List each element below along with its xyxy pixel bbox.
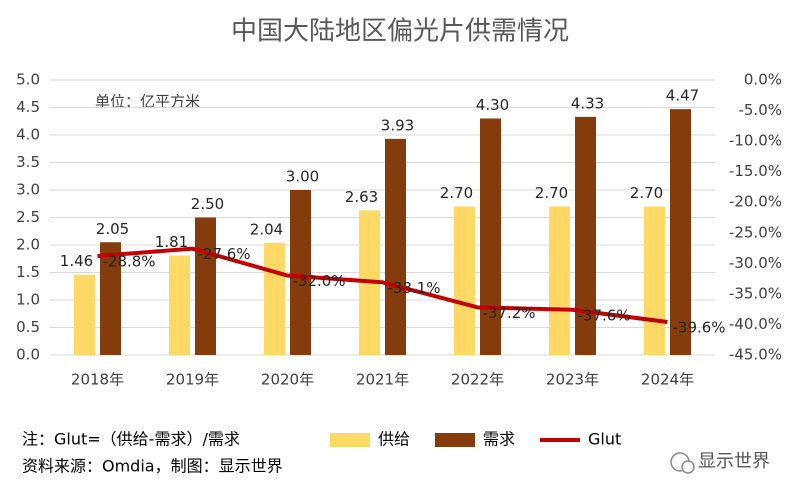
x-tick-label: 2021年 bbox=[356, 371, 409, 389]
y-tick-label: 2.5 bbox=[16, 208, 40, 226]
bar bbox=[549, 206, 570, 355]
y2-tick-label: -5.0% bbox=[738, 101, 782, 119]
value-label: 2.70 bbox=[440, 184, 473, 202]
y-tick-label: 0.0 bbox=[16, 346, 40, 364]
value-label: 2.04 bbox=[250, 220, 283, 238]
bar bbox=[670, 109, 691, 356]
legend-label: 供给 bbox=[378, 430, 410, 449]
legend-label: 需求 bbox=[483, 430, 515, 449]
value-label: 4.47 bbox=[666, 87, 699, 105]
x-tick-label: 2020年 bbox=[261, 371, 314, 389]
watermark: 显示世界 bbox=[698, 451, 770, 472]
line bbox=[97, 246, 668, 324]
bar bbox=[385, 138, 406, 355]
value-label: -32.0% bbox=[293, 272, 346, 290]
value-label: 2.70 bbox=[535, 184, 568, 202]
value-label: 4.30 bbox=[476, 96, 509, 114]
legend-swatch bbox=[330, 433, 370, 447]
y2-tick-label: -20.0% bbox=[729, 193, 782, 211]
y-tick-label: 4.5 bbox=[16, 98, 40, 116]
x-tick-label: 2018年 bbox=[71, 371, 124, 389]
y2-tick-label: -10.0% bbox=[729, 132, 782, 150]
x-tick-label: 2024年 bbox=[641, 371, 694, 389]
bar bbox=[480, 118, 501, 355]
y-tick-label: 2.0 bbox=[16, 236, 40, 254]
note: 注：Glut=（供给-需求）/需求 bbox=[22, 430, 240, 449]
value-label: 3.93 bbox=[381, 116, 414, 134]
y-tick-label: 1.0 bbox=[16, 291, 40, 309]
value-label: -37.2% bbox=[483, 304, 536, 322]
value-label: 4.33 bbox=[571, 94, 604, 112]
bar bbox=[100, 242, 121, 355]
y-tick-label: 4.0 bbox=[16, 126, 40, 144]
bar bbox=[644, 206, 665, 355]
y2-tick-label: -40.0% bbox=[729, 315, 782, 333]
x-tick-label: 2023年 bbox=[546, 371, 599, 389]
y-tick-label: 3.5 bbox=[16, 153, 40, 171]
value-label: 2.05 bbox=[96, 220, 129, 238]
y-tick-label: 5.0 bbox=[16, 71, 40, 89]
value-label: 3.00 bbox=[286, 168, 319, 186]
unit-annotation: 单位：亿平方米 bbox=[95, 93, 200, 111]
bar bbox=[169, 255, 190, 355]
value-label: -39.6% bbox=[673, 319, 726, 337]
y2-tick-label: 0.0% bbox=[744, 71, 782, 89]
y2-tick-label: -30.0% bbox=[729, 254, 782, 272]
value-label: -28.8% bbox=[103, 253, 156, 271]
value-label: -33.1% bbox=[388, 279, 441, 297]
y2-tick-label: -15.0% bbox=[729, 162, 782, 180]
chart-title: 中国大陆地区偏光片供需情况 bbox=[231, 17, 569, 47]
value-label: -27.6% bbox=[198, 245, 251, 263]
legend-swatch bbox=[435, 433, 475, 447]
bar bbox=[290, 190, 311, 355]
y-tick-label: 1.5 bbox=[16, 263, 40, 281]
y-tick-label: 3.0 bbox=[16, 181, 40, 199]
legend-label: Glut bbox=[588, 430, 621, 449]
value-label: -37.6% bbox=[578, 306, 631, 324]
source: 资料来源：Omdia，制图：显示世界 bbox=[22, 457, 283, 476]
x-tick-label: 2019年 bbox=[166, 371, 219, 389]
bar bbox=[195, 217, 216, 355]
bar bbox=[74, 274, 95, 355]
y2-tick-label: -45.0% bbox=[729, 346, 782, 364]
value-label: 2.50 bbox=[191, 195, 224, 213]
value-label: 1.81 bbox=[155, 233, 188, 251]
y2-tick-label: -25.0% bbox=[729, 223, 782, 241]
bar bbox=[454, 206, 475, 355]
x-tick-label: 2022年 bbox=[451, 371, 504, 389]
value-label: 1.46 bbox=[60, 252, 93, 270]
value-label: 2.70 bbox=[630, 184, 663, 202]
y-tick-label: 0.5 bbox=[16, 318, 40, 336]
bar bbox=[264, 242, 285, 355]
watermark-icon bbox=[670, 452, 695, 474]
y2-tick-label: -35.0% bbox=[729, 284, 782, 302]
bar bbox=[575, 116, 596, 355]
value-label: 2.63 bbox=[345, 188, 378, 206]
